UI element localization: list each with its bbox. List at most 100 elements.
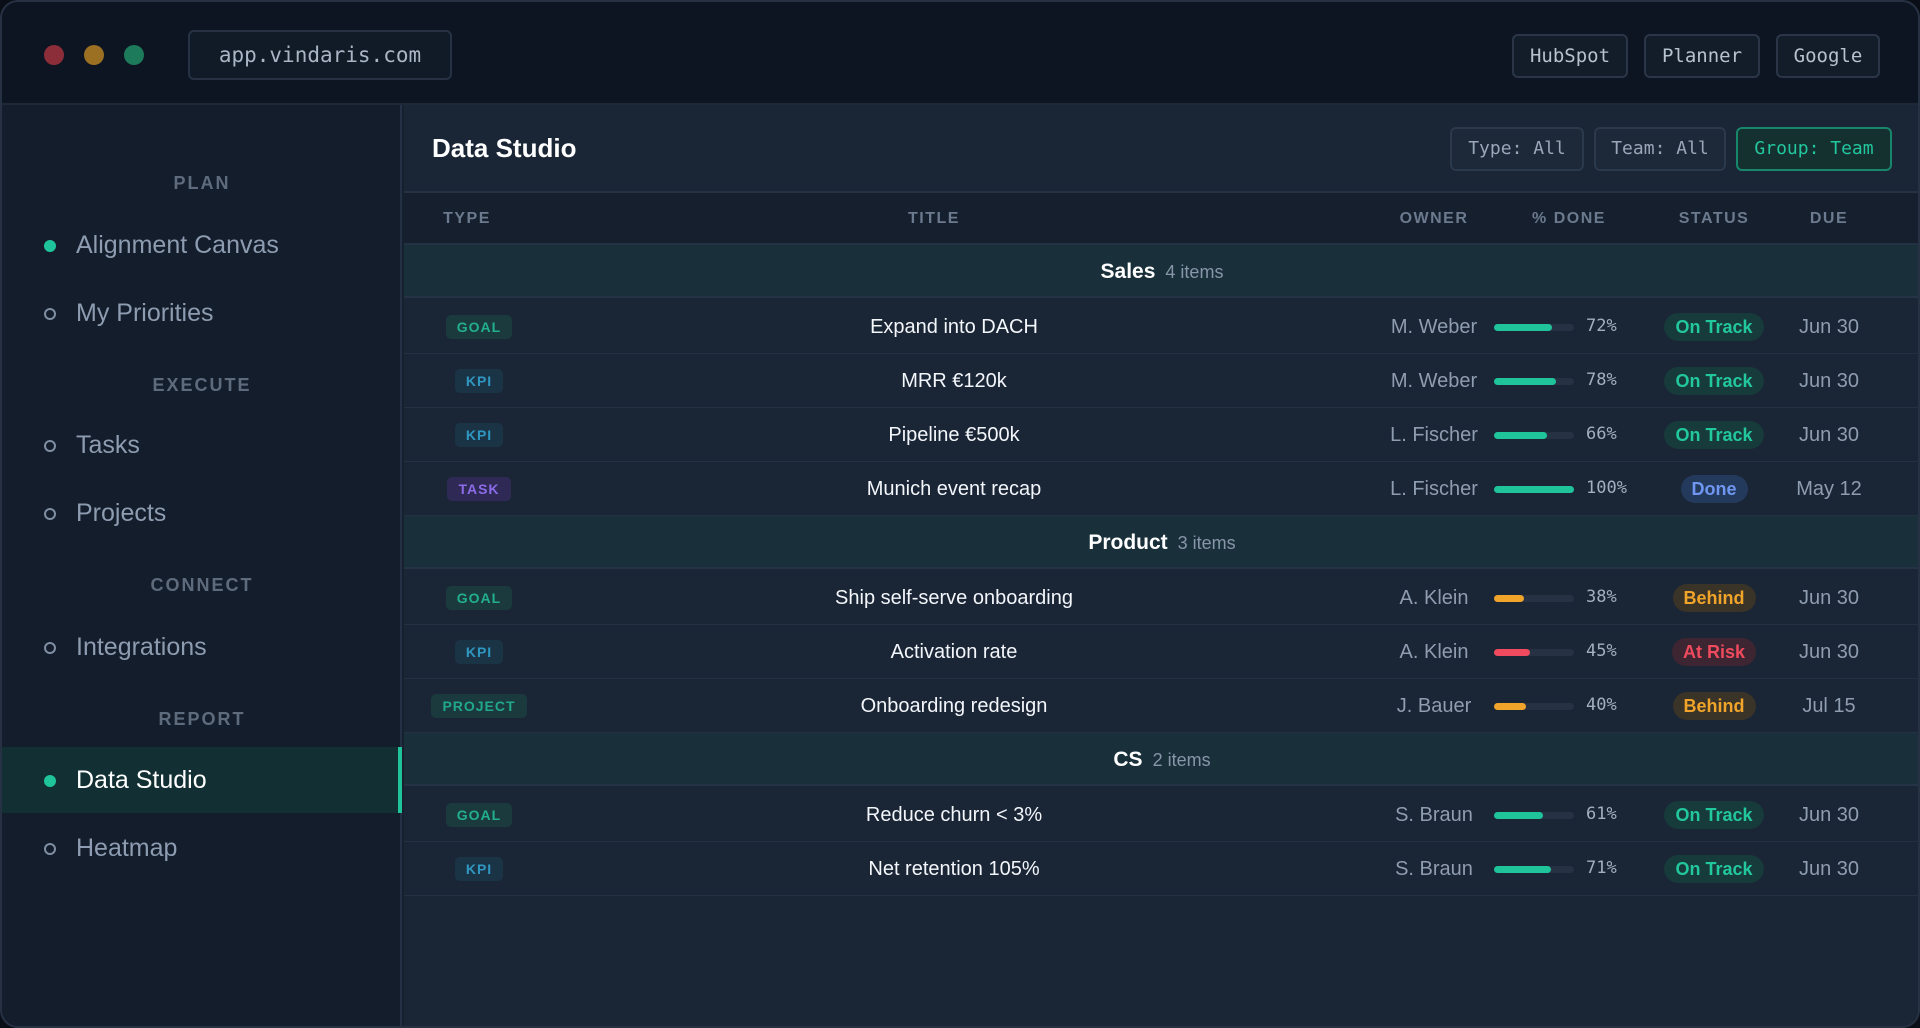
sidebar-item-label: Alignment Canvas bbox=[76, 231, 279, 259]
sidebar-item-label: Heatmap bbox=[76, 834, 178, 862]
hubspot-button[interactable]: HubSpot bbox=[1512, 34, 1628, 78]
table-row[interactable]: KPI MRR €120k M. Weber 78% On Track Jun 30 bbox=[404, 354, 1918, 408]
status-badge: On Track bbox=[1664, 800, 1764, 829]
table-row[interactable]: GOAL Expand into DACH M. Weber 72% On Track J… bbox=[404, 300, 1918, 354]
type-badge: GOAL bbox=[445, 314, 513, 339]
status-badge: Behind bbox=[1672, 691, 1756, 720]
status-cell: Done bbox=[1644, 462, 1784, 516]
column-header-due[interactable]: DUE bbox=[1809, 210, 1849, 227]
sidebar-section-plan: PLAN bbox=[173, 173, 231, 193]
due-date: Jun 30 bbox=[1798, 370, 1860, 392]
sidebar-section-report: REPORT bbox=[158, 709, 246, 729]
type-badge: PROJECT bbox=[431, 693, 527, 718]
table-row[interactable]: KPI Pipeline €500k L. Fischer 66% On Track Ju… bbox=[404, 408, 1918, 462]
sidebar-item-label: Data Studio bbox=[76, 766, 207, 794]
percent-done: 100% bbox=[1586, 478, 1627, 498]
due-date: Jun 30 bbox=[1798, 316, 1860, 338]
table-row[interactable]: GOAL Reduce churn < 3% S. Braun 61% On Track… bbox=[404, 788, 1918, 842]
table-row[interactable]: KPI Activation rate A. Klein 45% At Risk Jun … bbox=[404, 625, 1918, 679]
bullet-icon bbox=[44, 240, 56, 252]
title-cell[interactable]: Onboarding redesign bbox=[860, 695, 1048, 717]
group-name: Product bbox=[1088, 531, 1168, 554]
maximize-window-button[interactable] bbox=[124, 45, 144, 65]
status-badge: At Risk bbox=[1671, 637, 1756, 666]
type-badge: GOAL bbox=[445, 585, 513, 610]
group-header-row[interactable]: CS 2 items bbox=[404, 733, 1918, 786]
group-header-row[interactable]: Sales 4 items bbox=[404, 245, 1918, 298]
bullet-icon bbox=[44, 440, 56, 452]
owner-cell: S. Braun bbox=[1395, 804, 1473, 826]
minimize-window-button[interactable] bbox=[84, 45, 104, 65]
title-cell[interactable]: Activation rate bbox=[890, 641, 1018, 663]
sidebar-item-integrations[interactable]: Integrations bbox=[2, 614, 402, 680]
sidebar-item-my-priorities[interactable]: My Priorities bbox=[2, 280, 402, 346]
type-cell: GOAL bbox=[404, 300, 554, 354]
progress-fill bbox=[1494, 378, 1557, 385]
progress-fill bbox=[1494, 432, 1547, 439]
type-filter[interactable]: Type: All bbox=[1450, 127, 1584, 171]
main-panel: Data Studio Type: All Team: All Group: T… bbox=[404, 105, 1918, 1026]
sidebar-item-projects[interactable]: Projects bbox=[2, 480, 402, 546]
owner-cell: A. Klein bbox=[1399, 587, 1469, 609]
table-row[interactable]: KPI Net retention 105% S. Braun 71% On Track… bbox=[404, 842, 1918, 896]
type-cell: KPI bbox=[404, 408, 554, 462]
sidebar-section-execute: EXECUTE bbox=[152, 375, 252, 395]
type-cell: PROJECT bbox=[404, 679, 554, 733]
bullet-icon bbox=[44, 775, 56, 787]
status-badge: On Track bbox=[1664, 854, 1764, 883]
table-row[interactable]: GOAL Ship self-serve onboarding A. Klein 38… bbox=[404, 571, 1918, 625]
group-count: 4 items bbox=[1165, 262, 1224, 282]
column-header-type[interactable]: TYPE bbox=[443, 210, 491, 227]
sidebar-item-heatmap[interactable]: Heatmap bbox=[2, 815, 402, 881]
type-cell: GOAL bbox=[404, 788, 554, 842]
owner-cell: J. Bauer bbox=[1396, 695, 1472, 717]
type-badge: KPI bbox=[454, 639, 504, 664]
planner-button[interactable]: Planner bbox=[1644, 34, 1760, 78]
sidebar-item-tasks[interactable]: Tasks bbox=[2, 412, 402, 478]
due-date: Jun 30 bbox=[1798, 641, 1860, 663]
title-cell[interactable]: Pipeline €500k bbox=[888, 424, 1020, 446]
google-button[interactable]: Google bbox=[1776, 34, 1880, 78]
column-header-status[interactable]: STATUS bbox=[1678, 210, 1750, 227]
address-bar[interactable]: app.vindaris.com bbox=[188, 30, 452, 80]
active-indicator bbox=[398, 747, 402, 813]
due-date: Jun 30 bbox=[1798, 804, 1860, 826]
status-cell: On Track bbox=[1644, 788, 1784, 842]
due-date: Jun 30 bbox=[1798, 858, 1860, 880]
group-filter[interactable]: Group: Team bbox=[1736, 127, 1892, 171]
type-cell: KPI bbox=[404, 354, 554, 408]
title-cell[interactable]: Expand into DACH bbox=[870, 316, 1038, 338]
percent-done: 40% bbox=[1586, 695, 1617, 715]
title-cell[interactable]: MRR €120k bbox=[901, 370, 1007, 392]
close-window-button[interactable] bbox=[44, 45, 64, 65]
progress-bar bbox=[1494, 703, 1574, 710]
owner-cell: S. Braun bbox=[1395, 858, 1473, 880]
progress-bar bbox=[1494, 812, 1574, 819]
table-row[interactable]: TASK Munich event recap L. Fischer 100% Done… bbox=[404, 462, 1918, 516]
group-name: CS bbox=[1113, 748, 1143, 771]
column-header-percent-done[interactable]: % DONE bbox=[1532, 210, 1606, 227]
column-header-title[interactable]: TITLE bbox=[908, 210, 960, 227]
progress-fill bbox=[1494, 324, 1552, 331]
sidebar-item-label: My Priorities bbox=[76, 299, 214, 327]
page-title: Data Studio bbox=[432, 133, 577, 163]
bullet-icon bbox=[44, 642, 56, 654]
group-count: 3 items bbox=[1177, 533, 1236, 553]
group-header-row[interactable]: Product 3 items bbox=[404, 516, 1918, 569]
title-cell[interactable]: Munich event recap bbox=[866, 478, 1042, 500]
table-row[interactable]: PROJECT Onboarding redesign J. Bauer 40% Beh… bbox=[404, 679, 1918, 733]
sidebar-item-alignment-canvas[interactable]: Alignment Canvas bbox=[2, 212, 402, 278]
table-header: TYPE TITLE OWNER % DONE STATUS DUE bbox=[404, 193, 1918, 245]
type-badge: TASK bbox=[447, 476, 511, 501]
status-badge: Behind bbox=[1672, 583, 1756, 612]
title-cell[interactable]: Ship self-serve onboarding bbox=[835, 587, 1073, 609]
title-cell[interactable]: Reduce churn < 3% bbox=[865, 804, 1043, 826]
percent-done: 61% bbox=[1586, 804, 1617, 824]
due-date: Jun 30 bbox=[1798, 424, 1860, 446]
title-cell[interactable]: Net retention 105% bbox=[868, 858, 1040, 880]
team-filter[interactable]: Team: All bbox=[1594, 127, 1726, 171]
due-date: May 12 bbox=[1796, 478, 1862, 500]
sidebar-item-data-studio[interactable]: Data Studio bbox=[2, 747, 402, 813]
column-header-owner[interactable]: OWNER bbox=[1399, 210, 1469, 227]
status-cell: Behind bbox=[1644, 571, 1784, 625]
